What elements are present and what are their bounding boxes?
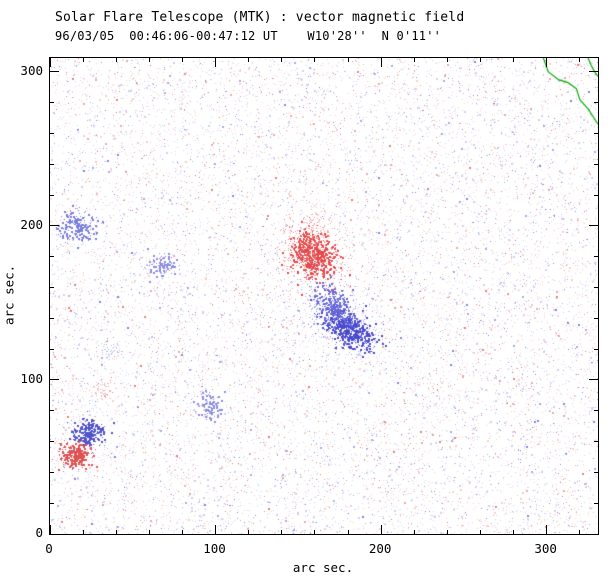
plot-area xyxy=(49,57,599,535)
y-tick-mark xyxy=(50,502,54,504)
x-tick-mark xyxy=(248,58,250,62)
y-tick-mark xyxy=(50,471,54,473)
chart-subtitle: 96/03/05 00:46:06-00:47:12 UT W10'28'' N… xyxy=(55,29,442,43)
y-tick-mark xyxy=(50,194,54,196)
x-tick-mark xyxy=(513,58,515,62)
x-tick-mark xyxy=(479,530,481,534)
y-tick-mark xyxy=(50,71,59,73)
y-tick-mark xyxy=(50,102,54,104)
x-tick-mark xyxy=(579,58,581,62)
y-tick-mark xyxy=(594,194,598,196)
y-tick-label: 200 xyxy=(20,216,43,232)
x-tick-mark xyxy=(181,530,183,534)
x-axis-label: arc sec. xyxy=(292,560,354,575)
x-tick-mark xyxy=(148,58,150,62)
x-tick-mark xyxy=(281,58,283,62)
y-tick-mark xyxy=(50,441,54,443)
x-tick-mark xyxy=(513,530,515,534)
x-tick-mark xyxy=(215,525,217,534)
y-tick-mark xyxy=(50,379,59,381)
y-axis-label: arc sec. xyxy=(1,264,17,326)
x-tick-mark xyxy=(380,58,382,67)
x-tick-mark xyxy=(248,530,250,534)
x-tick-mark xyxy=(115,530,117,534)
x-tick-mark xyxy=(413,58,415,62)
x-tick-mark xyxy=(413,530,415,534)
x-tick-mark xyxy=(115,58,117,62)
x-tick-mark xyxy=(347,58,349,62)
x-tick-mark xyxy=(314,58,316,62)
y-tick-mark xyxy=(589,379,598,381)
y-tick-mark xyxy=(594,317,598,319)
y-tick-mark xyxy=(594,410,598,412)
y-tick-mark xyxy=(594,256,598,258)
x-tick-mark xyxy=(148,530,150,534)
y-tick-mark xyxy=(50,410,54,412)
y-tick-mark xyxy=(50,225,59,227)
x-tick-mark xyxy=(446,530,448,534)
x-tick-mark xyxy=(546,58,548,67)
y-tick-mark xyxy=(50,132,54,134)
y-tick-label: 0 xyxy=(35,525,43,540)
y-tick-mark xyxy=(594,471,598,473)
y-tick-mark xyxy=(50,163,54,165)
x-tick-mark xyxy=(82,530,84,534)
y-tick-mark xyxy=(50,287,54,289)
x-tick-mark xyxy=(347,530,349,534)
magnetogram-canvas xyxy=(50,58,598,534)
y-tick-mark xyxy=(594,502,598,504)
x-tick-mark xyxy=(479,58,481,62)
x-tick-mark xyxy=(215,58,217,67)
y-tick-mark xyxy=(589,71,598,73)
x-tick-label: 300 xyxy=(534,541,557,556)
chart-title: Solar Flare Telescope (MTK) : vector mag… xyxy=(55,10,465,25)
y-tick-mark xyxy=(50,256,54,258)
y-tick-mark xyxy=(589,225,598,227)
x-tick-mark xyxy=(82,58,84,62)
y-tick-label: 100 xyxy=(20,370,43,386)
x-tick-mark xyxy=(446,58,448,62)
y-tick-mark xyxy=(50,348,54,350)
y-tick-mark xyxy=(589,533,598,535)
x-tick-mark xyxy=(579,530,581,534)
y-tick-mark xyxy=(594,348,598,350)
x-tick-mark xyxy=(49,58,51,67)
y-tick-mark xyxy=(50,533,59,535)
x-tick-mark xyxy=(546,525,548,534)
x-tick-mark xyxy=(314,530,316,534)
x-tick-mark xyxy=(281,530,283,534)
y-tick-mark xyxy=(594,163,598,165)
y-tick-mark xyxy=(594,132,598,134)
x-tick-label: 100 xyxy=(203,541,226,556)
x-tick-mark xyxy=(49,525,51,534)
y-tick-label: 300 xyxy=(20,62,43,78)
y-tick-mark xyxy=(50,317,54,319)
x-tick-mark xyxy=(181,58,183,62)
y-tick-mark xyxy=(594,102,598,104)
y-tick-mark xyxy=(594,287,598,289)
y-tick-mark xyxy=(594,441,598,443)
x-tick-label: 0 xyxy=(45,541,53,556)
x-tick-label: 200 xyxy=(368,541,392,556)
x-tick-mark xyxy=(380,525,382,534)
